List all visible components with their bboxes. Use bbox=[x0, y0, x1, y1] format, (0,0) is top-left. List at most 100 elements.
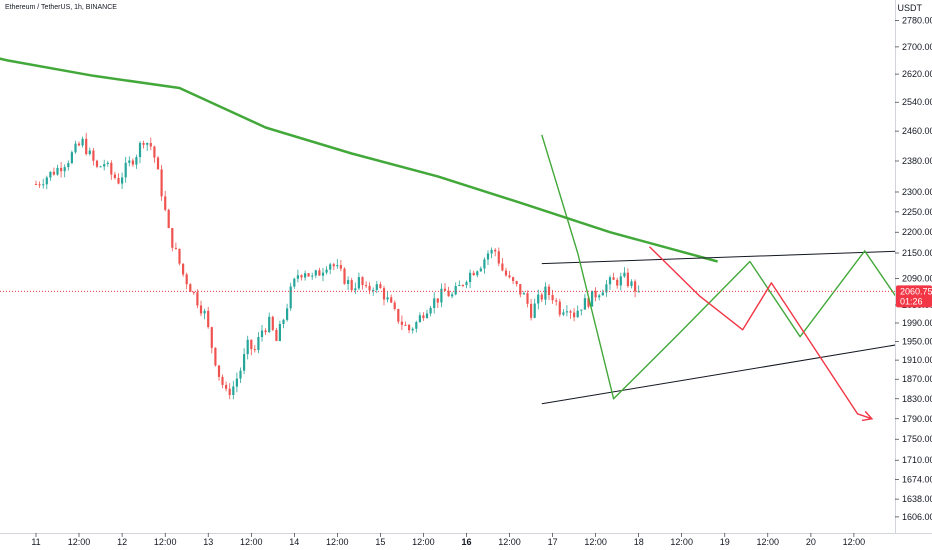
currency-bg bbox=[896, 1, 932, 14]
candle bbox=[591, 290, 594, 307]
candle bbox=[472, 270, 475, 276]
candle bbox=[268, 312, 271, 334]
price-tick-label: 2150.00 bbox=[902, 248, 932, 258]
candle bbox=[138, 141, 142, 164]
candle bbox=[551, 289, 554, 304]
candle bbox=[461, 284, 464, 288]
time-tick-label: 15 bbox=[375, 537, 385, 547]
triangle-upper-trendline-line bbox=[541, 249, 932, 265]
candle bbox=[106, 160, 109, 167]
candle bbox=[289, 282, 292, 311]
candle bbox=[343, 267, 346, 285]
time-tick-label: 12:00 bbox=[584, 537, 607, 547]
candle bbox=[199, 300, 203, 317]
candle bbox=[368, 282, 371, 295]
candle bbox=[232, 380, 235, 400]
candle bbox=[408, 323, 411, 334]
candle bbox=[544, 282, 547, 305]
time-tick-label: 12:00 bbox=[757, 537, 780, 547]
price-tick-label: 2300.00 bbox=[902, 187, 932, 197]
candle bbox=[594, 287, 597, 302]
candle bbox=[422, 312, 425, 321]
candle bbox=[479, 266, 482, 272]
current-price-value: 2060.75 bbox=[900, 286, 932, 296]
moving-average-line bbox=[0, 57, 718, 263]
candle bbox=[38, 181, 41, 188]
candle bbox=[81, 136, 84, 148]
candle bbox=[469, 269, 472, 289]
candle bbox=[390, 294, 393, 304]
candle bbox=[494, 248, 497, 257]
candle bbox=[504, 267, 508, 277]
candle bbox=[296, 269, 299, 283]
candle bbox=[608, 275, 612, 290]
price-tick-label: 1790.00 bbox=[902, 414, 932, 424]
price-axis-bg bbox=[895, 0, 932, 550]
candle bbox=[257, 332, 260, 354]
candle bbox=[397, 308, 400, 324]
candle bbox=[637, 285, 640, 293]
candle bbox=[540, 292, 543, 302]
candle bbox=[429, 306, 432, 317]
candle bbox=[497, 247, 500, 267]
candle bbox=[458, 280, 461, 287]
candle bbox=[314, 269, 317, 279]
time-tick-label: 12:00 bbox=[498, 537, 521, 547]
candle bbox=[228, 383, 231, 400]
time-tick-label: 12:00 bbox=[240, 537, 263, 547]
candle bbox=[243, 348, 246, 375]
candle bbox=[526, 290, 529, 308]
price-tick-label: 1710.00 bbox=[902, 455, 932, 465]
candle bbox=[372, 287, 375, 296]
candle bbox=[411, 327, 414, 334]
candle bbox=[436, 298, 439, 308]
time-axis[interactable]: 11 12:00 12 12:00 13 12:00 14 12:00 15 12:00 16 12:… bbox=[31, 533, 865, 547]
time-tick-label: 14 bbox=[289, 537, 299, 547]
candle bbox=[318, 267, 321, 276]
candle bbox=[400, 315, 403, 331]
time-tick-label: 12:00 bbox=[412, 537, 435, 547]
candle bbox=[210, 326, 213, 354]
candle bbox=[146, 142, 149, 152]
candle bbox=[415, 320, 418, 333]
candle bbox=[60, 162, 63, 178]
candle bbox=[171, 227, 174, 252]
candle bbox=[569, 309, 572, 319]
candle bbox=[598, 293, 601, 301]
candle bbox=[128, 156, 131, 167]
time-tick-label: 12:00 bbox=[326, 537, 349, 547]
candle bbox=[92, 148, 95, 166]
candle bbox=[214, 347, 217, 367]
time-tick-label: 16 bbox=[461, 537, 471, 547]
candle bbox=[196, 289, 199, 309]
candle bbox=[558, 298, 561, 317]
candle bbox=[156, 156, 160, 170]
candle bbox=[217, 365, 221, 381]
candle bbox=[271, 315, 274, 332]
candle bbox=[293, 277, 296, 289]
candle bbox=[454, 282, 457, 296]
bearish-projection-line bbox=[649, 246, 873, 420]
candle bbox=[418, 312, 421, 323]
candle bbox=[508, 271, 511, 279]
candle bbox=[74, 140, 77, 154]
price-axis[interactable]: 2780.00 2700.00 2620.00 2540.00 2460.00 2380.… bbox=[895, 16, 932, 522]
price-tick-label: 2780.00 bbox=[902, 16, 932, 26]
candle bbox=[364, 281, 368, 288]
candle bbox=[63, 164, 66, 178]
price-tick-label: 1990.00 bbox=[902, 318, 932, 328]
candle bbox=[515, 280, 518, 287]
candle bbox=[630, 279, 633, 289]
price-tick-label: 2250.00 bbox=[902, 207, 932, 217]
candle bbox=[476, 270, 479, 278]
candle bbox=[95, 159, 99, 169]
candle bbox=[547, 284, 551, 300]
candle bbox=[189, 283, 192, 292]
candle bbox=[260, 325, 264, 342]
candle bbox=[203, 308, 206, 320]
candle bbox=[275, 327, 278, 342]
candle bbox=[70, 150, 73, 165]
time-tick-label: 11 bbox=[31, 537, 40, 547]
